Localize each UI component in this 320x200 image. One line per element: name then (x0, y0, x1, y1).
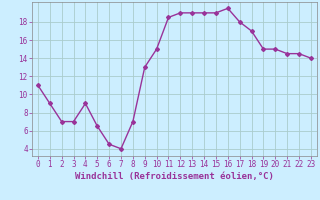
X-axis label: Windchill (Refroidissement éolien,°C): Windchill (Refroidissement éolien,°C) (75, 172, 274, 181)
